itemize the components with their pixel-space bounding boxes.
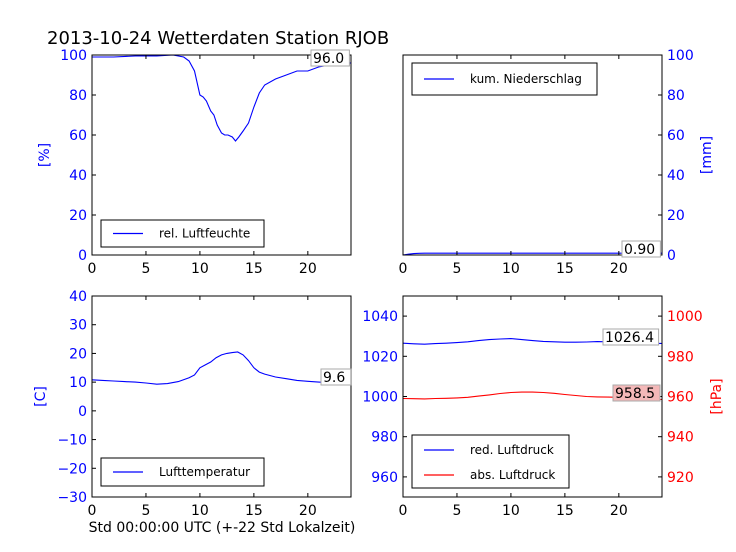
x-tick-label: 5 xyxy=(141,503,150,519)
y-tick-label: 80 xyxy=(69,88,87,104)
figure-title: 2013-10-24 Wetterdaten Station RJOB xyxy=(47,28,389,49)
panel-humidity: 0 5 10 15 20 0 20 40 60 80 100 [%] rel. Luftfeuchte 9… xyxy=(37,48,352,277)
panel-pressure: 0 5 10 15 20 960 980 1000 1020 1040 920 940 960 980 10… xyxy=(362,295,725,519)
figure-xlabel: Std 00:00:00 UTC (+-22 Std Lokalzeit) xyxy=(89,520,356,536)
y-tick-label: 40 xyxy=(69,168,87,184)
last-value-label: 1026.4 xyxy=(605,330,654,346)
legend-label: Lufttemperatur xyxy=(159,465,250,479)
y-tick-label: 1020 xyxy=(362,349,398,365)
y-tick-label: 980 xyxy=(667,349,694,365)
panel-temperature: 0 5 10 15 20 −30 −20 −10 0 10 20 30 40 [C] Lufttempera… xyxy=(33,289,352,519)
y-tick-label: −10 xyxy=(57,433,87,449)
y-tick-label: 980 xyxy=(371,430,398,446)
last-value-box xyxy=(310,49,350,67)
plot-frame xyxy=(402,54,663,256)
x-tick-label: 20 xyxy=(299,503,317,519)
y-tick-label: 960 xyxy=(371,470,398,486)
y-tick-label: −30 xyxy=(57,490,87,506)
x-tick-label: 0 xyxy=(399,261,408,277)
y-tick-label: 60 xyxy=(667,128,685,144)
last-value-box xyxy=(621,240,661,258)
x-tick-label: 15 xyxy=(245,261,263,277)
y-tick-label: 10 xyxy=(69,375,87,391)
y-tick-label: 40 xyxy=(69,289,87,305)
last-value-label: 0.90 xyxy=(624,242,655,258)
legend-box xyxy=(411,434,570,489)
x-tick-label: 0 xyxy=(88,503,97,519)
x-tick-label: 15 xyxy=(556,261,574,277)
x-tick-label: 20 xyxy=(610,503,628,519)
x-tick-label: 0 xyxy=(399,503,408,519)
y-tick-label: 20 xyxy=(69,208,87,224)
last-value-box xyxy=(612,384,661,402)
y-tick-label: 30 xyxy=(69,318,87,334)
x-tick-label: 10 xyxy=(191,503,209,519)
panel-precipitation: 0 5 10 15 20 0 20 40 60 80 100 [mm] kum. Niederschla… xyxy=(399,48,715,277)
x-tick-label: 0 xyxy=(88,261,97,277)
y-tick-label: 80 xyxy=(667,88,685,104)
y-tick-label: 920 xyxy=(667,470,694,486)
y-tick-label: 20 xyxy=(667,208,685,224)
series-line xyxy=(92,54,351,142)
y-tick-label: 960 xyxy=(667,390,694,406)
y-tick-label: 40 xyxy=(667,168,685,184)
x-tick-label: 10 xyxy=(191,261,209,277)
legend-label: red. Luftdruck xyxy=(470,443,554,457)
legend-label: kum. Niederschlag xyxy=(470,72,582,86)
y-axis-label: [hPa] xyxy=(709,378,725,414)
plot-frame xyxy=(91,54,352,256)
y-tick-label: 1000 xyxy=(667,309,703,325)
series-line xyxy=(402,252,662,256)
y-tick-label: 1040 xyxy=(362,309,398,325)
legend-box xyxy=(100,457,265,487)
x-tick-label: 10 xyxy=(502,503,520,519)
y-axis-label: [mm] xyxy=(699,136,715,174)
x-tick-label: 15 xyxy=(556,503,574,519)
y-axis-label: [%] xyxy=(37,143,53,167)
last-value-box xyxy=(320,368,352,386)
last-value-label: 958.5 xyxy=(615,386,655,402)
legend-label: rel. Luftfeuchte xyxy=(159,227,250,241)
last-value-label: 9.6 xyxy=(323,370,345,386)
series-line xyxy=(91,351,352,385)
last-value-box xyxy=(602,328,660,346)
x-tick-label: 20 xyxy=(299,261,317,277)
last-value-label: 96.0 xyxy=(313,51,344,67)
y-tick-label: 1000 xyxy=(362,390,398,406)
x-tick-label: 5 xyxy=(141,261,150,277)
plot-frame xyxy=(91,295,352,498)
y-tick-label: 0 xyxy=(667,248,676,264)
y-tick-label: 20 xyxy=(69,346,87,362)
y-tick-label: 0 xyxy=(78,404,87,420)
y-tick-label: 100 xyxy=(667,48,694,64)
y-tick-label: 0 xyxy=(78,248,87,264)
y-tick-label: 60 xyxy=(69,128,87,144)
legend-label: abs. Luftdruck xyxy=(470,468,555,482)
x-tick-label: 20 xyxy=(610,261,628,277)
y-axis-label: [C] xyxy=(33,386,49,407)
x-tick-label: 5 xyxy=(452,261,461,277)
x-tick-label: 5 xyxy=(452,503,461,519)
y-tick-label: 100 xyxy=(60,48,87,64)
x-tick-label: 10 xyxy=(502,261,520,277)
x-tick-label: 15 xyxy=(245,503,263,519)
y-tick-label: −20 xyxy=(57,461,87,477)
y-tick-label: 940 xyxy=(667,430,694,446)
